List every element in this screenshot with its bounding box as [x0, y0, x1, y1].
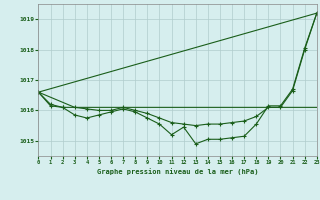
X-axis label: Graphe pression niveau de la mer (hPa): Graphe pression niveau de la mer (hPa)	[97, 168, 258, 175]
